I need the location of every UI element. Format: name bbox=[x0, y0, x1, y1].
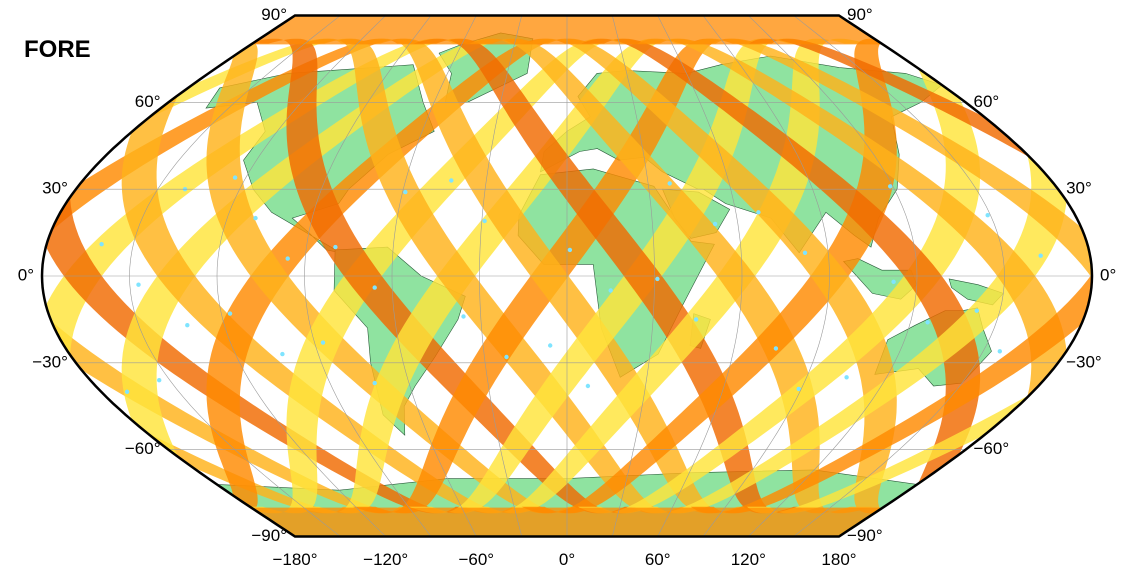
meridian-line bbox=[129, 15, 341, 537]
low-value-speck bbox=[232, 175, 238, 180]
meridian-line bbox=[657, 15, 743, 537]
lon-label: −180° bbox=[272, 550, 317, 569]
low-value-speck bbox=[253, 215, 258, 221]
low-value-speck bbox=[280, 351, 285, 357]
low-value-speck bbox=[712, 221, 718, 227]
low-value-speck bbox=[372, 285, 377, 290]
low-value-speck bbox=[844, 375, 849, 380]
lat-label-left: 0° bbox=[18, 265, 34, 284]
low-value-speck bbox=[693, 317, 699, 322]
lat-label-right: 90° bbox=[847, 5, 873, 24]
meridian-line bbox=[304, 15, 432, 537]
lat-label-right: 30° bbox=[1066, 179, 1092, 198]
lon-label: 120° bbox=[731, 550, 766, 569]
meridian-line bbox=[216, 15, 386, 537]
low-value-speck bbox=[548, 343, 553, 348]
lat-label-right: 0° bbox=[1100, 265, 1116, 284]
meridian-line bbox=[702, 15, 830, 537]
low-value-speck bbox=[608, 288, 613, 293]
lat-label-left: 60° bbox=[135, 92, 161, 111]
axis-labels: 90° 90° 60° 60° 30° 30° 0° 0° −30° −30° −60° −60° −9… bbox=[18, 5, 1117, 569]
swath bbox=[637, 38, 1067, 514]
swath bbox=[578, 38, 981, 514]
low-value-speck bbox=[504, 354, 509, 360]
low-value-speck bbox=[891, 279, 896, 284]
swath bbox=[581, 38, 981, 514]
low-value-speck bbox=[925, 320, 930, 325]
low-value-speck bbox=[136, 282, 141, 287]
swath bbox=[634, 38, 1067, 514]
map-title: FORE bbox=[24, 36, 91, 63]
swath bbox=[121, 38, 535, 514]
lat-label-left: −90° bbox=[251, 526, 287, 545]
low-value-speck bbox=[974, 308, 979, 313]
low-value-speck bbox=[888, 184, 893, 189]
lat-label-left: 30° bbox=[42, 179, 68, 198]
lat-label-left: −30° bbox=[32, 352, 68, 371]
low-value-speck bbox=[124, 389, 130, 394]
low-value-speck bbox=[333, 244, 338, 250]
low-value-speck bbox=[449, 178, 454, 183]
low-value-speck bbox=[1038, 253, 1043, 258]
lat-label-right: −90° bbox=[847, 526, 883, 545]
low-value-speck bbox=[157, 378, 162, 383]
low-value-speck bbox=[796, 386, 801, 392]
swath bbox=[301, 38, 704, 514]
lon-label: −60° bbox=[458, 550, 494, 569]
low-value-speck bbox=[802, 250, 808, 255]
low-value-speck bbox=[667, 181, 672, 186]
lat-label-right: −30° bbox=[1066, 352, 1102, 371]
south-polar-band bbox=[42, 507, 1092, 537]
low-value-speck bbox=[655, 276, 660, 282]
swath bbox=[42, 38, 479, 514]
low-value-speck bbox=[482, 218, 487, 224]
low-value-speck bbox=[997, 349, 1002, 354]
meridian-line bbox=[612, 15, 655, 537]
low-value-speck bbox=[99, 242, 104, 247]
low-value-speck bbox=[403, 189, 408, 195]
lon-label: 0° bbox=[559, 550, 575, 569]
meridian-line bbox=[793, 15, 1005, 537]
graticule bbox=[42, 15, 1092, 537]
map-frame bbox=[40, 14, 1094, 538]
low-value-speck bbox=[585, 383, 591, 389]
lat-label-right: −60° bbox=[974, 439, 1010, 458]
north-polar-band bbox=[42, 15, 1092, 45]
lon-label: −120° bbox=[363, 550, 408, 569]
low-value-speck bbox=[461, 314, 466, 319]
low-value-speck bbox=[185, 323, 190, 328]
low-value-speck bbox=[756, 210, 761, 215]
meridian-line bbox=[748, 15, 918, 537]
low-value-speck bbox=[372, 380, 377, 386]
swath bbox=[121, 38, 532, 514]
low-value-speck bbox=[320, 340, 326, 345]
low-value-speck bbox=[773, 346, 779, 351]
low-value-speck bbox=[567, 247, 573, 253]
lat-label-left: −60° bbox=[125, 439, 161, 458]
swath bbox=[296, 38, 700, 514]
low-value-speck bbox=[285, 256, 290, 261]
meridian-line bbox=[479, 15, 522, 537]
lat-label-right: 60° bbox=[974, 92, 1000, 111]
lon-label: 180° bbox=[821, 550, 856, 569]
low-value-speck bbox=[227, 311, 233, 316]
lon-label: 60° bbox=[645, 550, 671, 569]
meridian-line bbox=[391, 15, 477, 537]
lat-label-left: 90° bbox=[261, 5, 287, 24]
low-value-speck bbox=[985, 213, 990, 218]
swath bbox=[42, 38, 476, 514]
